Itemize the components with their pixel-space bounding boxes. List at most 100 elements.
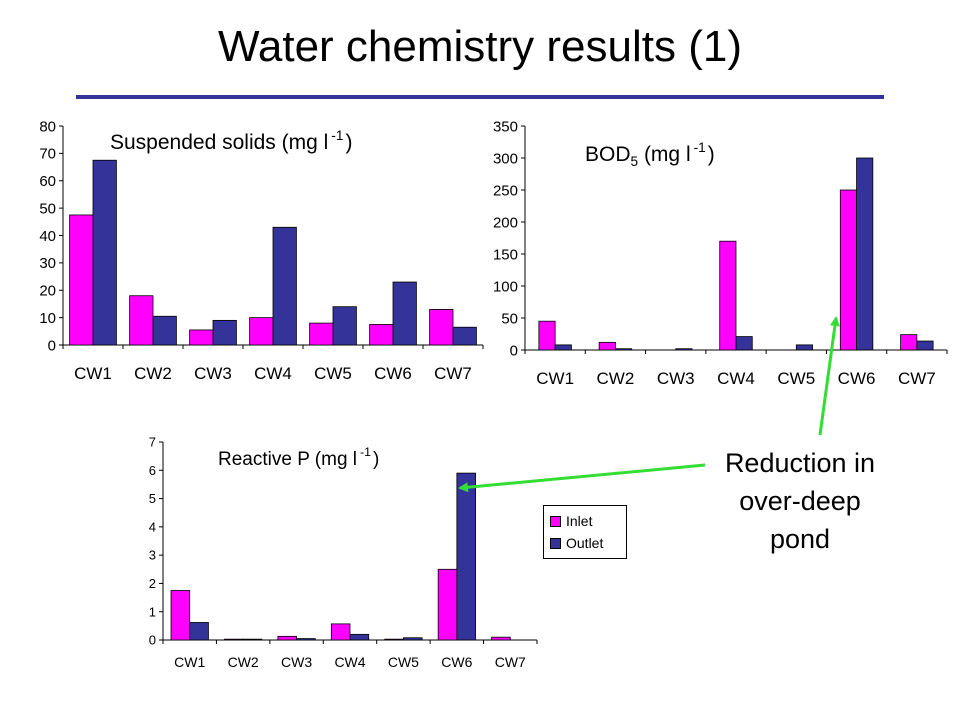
x-category-label: CW6 — [374, 364, 412, 383]
bar-outlet-cw7 — [916, 340, 934, 351]
x-category-label: CW3 — [281, 654, 312, 670]
legend-label-inlet: Inlet — [566, 513, 593, 529]
bar-inlet-cw7 — [491, 636, 511, 641]
chart-title-end: ) — [345, 131, 352, 154]
legend-swatch-inlet — [550, 515, 561, 527]
bod5-chart: 0 50 100 150 200 250 300 350 CW1 CW2 CW3 CW4 CW5 CW6 C… — [493, 118, 948, 388]
chart-title: Suspended solids (mg l -1) — [110, 128, 352, 154]
y-tick-label: 150 — [493, 246, 518, 263]
y-tick-label: 100 — [493, 278, 518, 295]
y-tick-label: 10 — [39, 310, 56, 327]
bar-outlet-cw3 — [212, 319, 237, 346]
bar-inlet-cw2 — [598, 341, 616, 351]
x-category-label: CW1 — [74, 364, 112, 383]
y-tick-label: 4 — [149, 519, 156, 534]
chart-title-mid: (mg l — [638, 143, 691, 166]
chart-title-main: Suspended solids (mg l — [110, 131, 328, 154]
x-category-label: CW4 — [254, 364, 292, 383]
bar-outlet-cw1 — [189, 622, 209, 641]
x-category-label: CW3 — [657, 369, 695, 388]
chart-title-main: BOD — [585, 143, 631, 166]
bar-outlet-cw7 — [452, 326, 477, 346]
y-tick-label: 250 — [493, 182, 518, 199]
y-tick-label: 0 — [48, 337, 56, 354]
chart-title-superscript: -1 — [331, 128, 343, 143]
y-tick-label: 6 — [149, 463, 156, 478]
bar-outlet-cw4 — [272, 226, 297, 346]
arrow-to-reactive-p-cw6 — [458, 463, 706, 493]
y-tick-label: 200 — [493, 214, 518, 231]
bar-outlet-cw3 — [296, 638, 316, 641]
bar-inlet-cw4 — [719, 240, 737, 351]
y-tick-label: 40 — [39, 228, 56, 245]
x-category-label: CW3 — [194, 364, 232, 383]
legend-label-outlet: Outlet — [566, 535, 604, 551]
chart-legend: Inlet Outlet — [543, 505, 627, 559]
y-tick-label: 60 — [39, 173, 56, 190]
x-category-label: CW7 — [495, 654, 526, 670]
y-tick-label: 30 — [39, 255, 56, 272]
x-category-label: CW7 — [434, 364, 472, 383]
bar-outlet-cw2 — [152, 315, 177, 346]
y-tick-label: 0 — [510, 342, 518, 359]
y-tick-label: 2 — [149, 576, 156, 591]
chart-title: BOD5 (mg l -1) — [585, 140, 715, 169]
y-tick-label: 0 — [149, 633, 156, 648]
x-category-label: CW7 — [898, 369, 936, 388]
chart-title-subscript: 5 — [631, 154, 639, 169]
slide-title: Water chemistry results (1) — [217, 22, 742, 71]
arrow-to-bod-cw6 — [818, 316, 840, 436]
x-category-label: CW5 — [777, 369, 815, 388]
x-category-label: CW2 — [597, 369, 635, 388]
bar-outlet-cw5 — [332, 306, 357, 346]
bar-inlet-cw4 — [330, 623, 351, 641]
y-tick-label: 20 — [39, 283, 56, 300]
x-category-label: CW5 — [314, 364, 352, 383]
x-category-label: CW4 — [334, 654, 365, 670]
bar-inlet-cw1 — [538, 320, 556, 351]
y-tick-label: 5 — [149, 491, 156, 506]
annotation-line: Reduction in — [724, 448, 876, 478]
reactive-p-chart: 0 1 2 3 4 5 6 7 CW1 CW2 CW3 CW4 CW5 CW6 CW7 Reactive P … — [149, 435, 538, 670]
suspended-solids-chart: 0 10 20 30 40 50 60 70 80 CW1 CW2 CW3 CW4 CW5 CW6 CW7 Su… — [39, 118, 484, 383]
legend-swatch-outlet — [550, 537, 561, 549]
x-category-label: CW1 — [536, 369, 574, 388]
bar-outlet-cw4 — [349, 633, 370, 641]
title-underline — [76, 95, 884, 99]
bar-outlet-cw1 — [92, 159, 117, 346]
chart-title-main: Reactive P (mg l — [218, 449, 357, 470]
legend-item-inlet: Inlet — [550, 513, 592, 529]
bar-outlet-cw1 — [554, 344, 572, 351]
x-category-label: CW2 — [228, 654, 259, 670]
chart-title-superscript: -1 — [694, 140, 706, 155]
bar-outlet-cw6 — [456, 472, 476, 641]
annotation-text: Reduction in over-deep pond — [690, 444, 910, 558]
chart-title: Reactive P (mg l -1) — [218, 445, 379, 470]
annotation-line: over-deep — [739, 486, 861, 516]
chart-title-end: ) — [708, 143, 715, 166]
bar-outlet-cw5 — [795, 344, 813, 351]
y-tick-label: 3 — [149, 548, 156, 563]
x-category-label: CW2 — [134, 364, 172, 383]
y-tick-label: 50 — [39, 200, 56, 217]
bar-outlet-cw5 — [403, 637, 423, 641]
x-category-label: CW1 — [174, 654, 205, 670]
annotation-line: pond — [769, 524, 831, 554]
x-category-label: CW5 — [388, 654, 419, 670]
bar-inlet-cw1 — [170, 590, 191, 641]
y-tick-label: 50 — [501, 310, 518, 327]
bar-outlet-cw4 — [735, 336, 753, 351]
bar-outlet-cw3 — [675, 348, 693, 351]
y-tick-label: 80 — [39, 118, 56, 135]
bar-outlet-cw6 — [392, 281, 417, 346]
y-tick-label: 7 — [149, 435, 156, 450]
bar-outlet-cw2 — [615, 348, 633, 351]
bar-outlet-cw2 — [242, 638, 263, 641]
bar-inlet-cw3 — [277, 635, 297, 641]
x-category-label: CW4 — [717, 369, 755, 388]
y-tick-label: 1 — [149, 604, 156, 619]
chart-title-end: ) — [373, 449, 379, 470]
y-tick-label: 350 — [493, 118, 518, 135]
chart-title-superscript: -1 — [360, 445, 371, 459]
